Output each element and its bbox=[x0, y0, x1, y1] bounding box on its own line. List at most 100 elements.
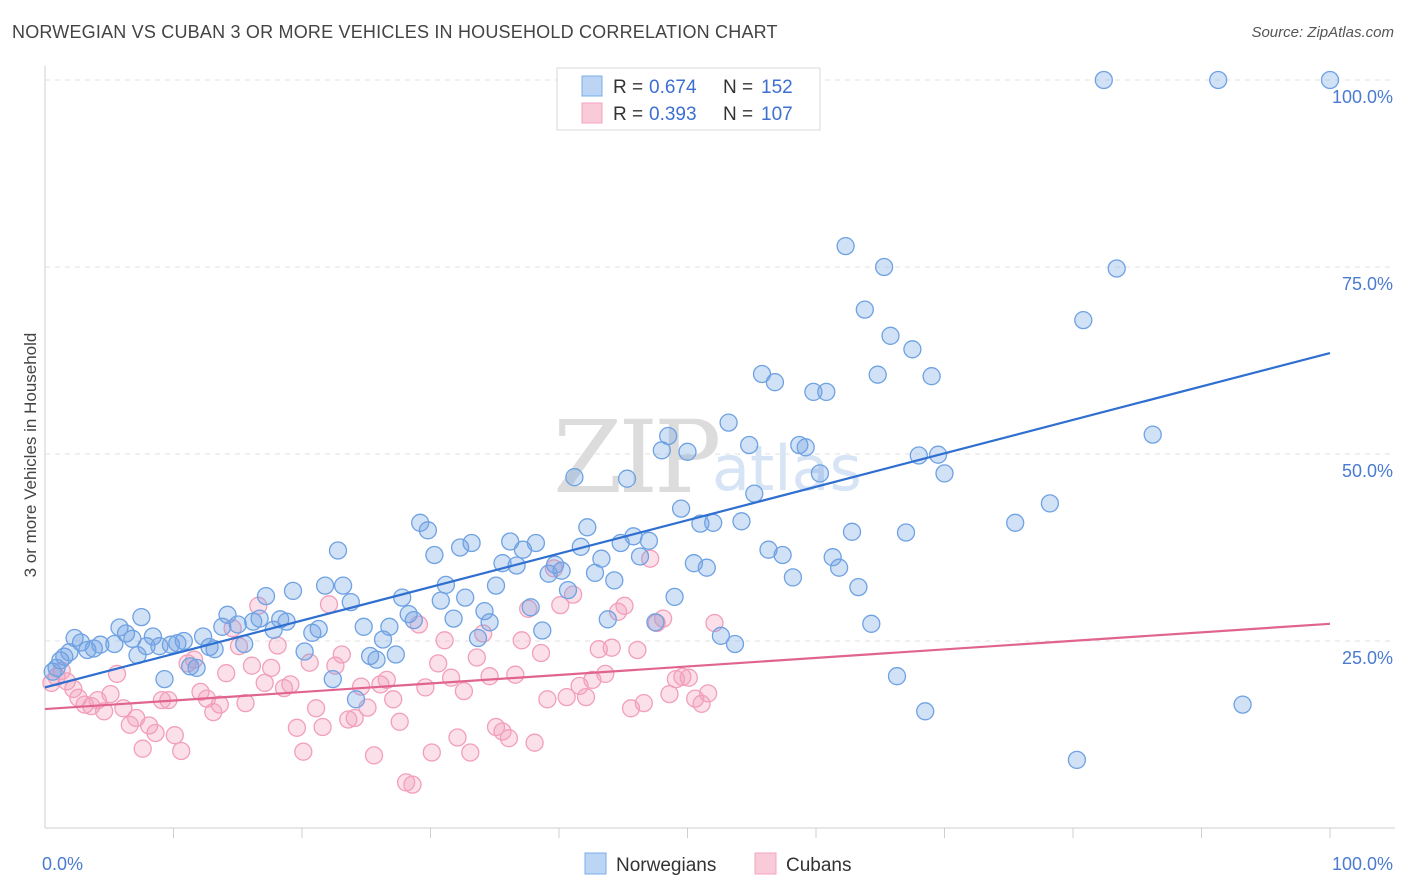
norwegians-point-145 bbox=[1233, 695, 1252, 714]
cubans-point-53 bbox=[377, 670, 396, 690]
cubans-point-40 bbox=[294, 742, 313, 761]
legend-n-label: N = bbox=[723, 77, 753, 98]
cubans-point-48 bbox=[345, 708, 364, 728]
norwegians-point-118 bbox=[817, 382, 836, 402]
norwegians-point-64 bbox=[456, 588, 475, 607]
cubans-point-47 bbox=[339, 710, 358, 729]
norwegians-point-69 bbox=[486, 576, 506, 595]
norwegians-point-130 bbox=[896, 523, 916, 542]
norwegians-point-144 bbox=[1209, 70, 1228, 90]
norwegians-point-119 bbox=[823, 548, 842, 567]
y-tick-label-0: 25.0% bbox=[1342, 648, 1393, 668]
norwegians-point-57 bbox=[411, 513, 430, 532]
norwegians-point-108 bbox=[745, 484, 764, 503]
trend-lines bbox=[44, 351, 1331, 711]
cubans-point-93 bbox=[634, 693, 653, 713]
norwegians-point-76 bbox=[533, 621, 552, 640]
cubans-point-51 bbox=[364, 746, 384, 765]
norwegians-point-16 bbox=[137, 637, 156, 656]
norwegians-point-87 bbox=[605, 571, 624, 590]
cubans-point-41 bbox=[300, 653, 319, 672]
norwegians-point-133 bbox=[916, 702, 935, 721]
cubans-point-88 bbox=[602, 638, 621, 657]
norwegians-point-106 bbox=[732, 512, 751, 531]
norwegians-point-110 bbox=[759, 540, 778, 559]
norwegians-point-24 bbox=[187, 658, 206, 678]
norwegians-point-4 bbox=[60, 643, 79, 662]
norwegians-point-141 bbox=[1094, 70, 1113, 90]
watermark: ZIP atlas bbox=[553, 399, 862, 516]
norwegians-point-105 bbox=[725, 634, 745, 654]
cubans-point-9 bbox=[94, 702, 114, 721]
cubans-point-103 bbox=[698, 684, 718, 703]
norwegians-point-127 bbox=[874, 257, 894, 277]
cubans-point-32 bbox=[242, 656, 262, 675]
norwegians-point-109 bbox=[752, 364, 772, 384]
cubans-point-90 bbox=[615, 596, 634, 615]
cubans-point-46 bbox=[332, 645, 351, 664]
cubans-point-63 bbox=[441, 668, 461, 687]
norwegians-point-131 bbox=[903, 340, 922, 359]
cubans-point-39 bbox=[287, 718, 307, 737]
norwegians-point-30 bbox=[228, 615, 247, 634]
norwegians-point-121 bbox=[836, 236, 855, 256]
cubans-point-99 bbox=[673, 667, 692, 687]
norwegians-point-33 bbox=[250, 609, 269, 628]
axes bbox=[44, 66, 1395, 838]
norwegians-point-81 bbox=[565, 468, 584, 487]
cubans-point-21 bbox=[172, 741, 191, 761]
norwegians-point-112 bbox=[773, 545, 792, 565]
norwegians-point-19 bbox=[155, 669, 174, 689]
legend-swatch-cubans bbox=[581, 102, 603, 124]
norwegians-point-58 bbox=[418, 521, 438, 540]
gridlines bbox=[45, 79, 1395, 642]
norwegians-point-80 bbox=[558, 580, 578, 600]
norwegians-point-50 bbox=[367, 650, 386, 669]
norwegians-point-62 bbox=[444, 609, 463, 628]
cubans-point-76 bbox=[525, 733, 544, 752]
cubans-point-35 bbox=[262, 658, 281, 678]
watermark-atlas: atlas bbox=[712, 432, 862, 505]
legend-r-label: R = bbox=[613, 104, 643, 125]
norwegians-point-134 bbox=[922, 367, 941, 386]
norwegians-point-115 bbox=[796, 438, 815, 457]
norwegians-point-122 bbox=[842, 522, 862, 541]
norwegians-point-95 bbox=[659, 426, 678, 446]
legend-r-value: 0.674 bbox=[649, 77, 697, 98]
norwegians-point-123 bbox=[849, 577, 868, 597]
norwegians-point-138 bbox=[1040, 494, 1060, 513]
norwegians-point-65 bbox=[462, 533, 481, 553]
norwegians-point-9 bbox=[91, 635, 110, 654]
stats-legend: R = 0.674 N = 152 R = 0.393 N = 107 bbox=[556, 67, 821, 131]
cubans-point-42 bbox=[306, 699, 326, 718]
norwegians-point-98 bbox=[678, 442, 697, 461]
cubans-trend-line bbox=[44, 622, 1331, 711]
cubans-point-24 bbox=[191, 682, 210, 702]
cubans-point-34 bbox=[255, 673, 274, 693]
norwegians-point-48 bbox=[354, 617, 373, 636]
norwegians-point-25 bbox=[193, 627, 213, 646]
norwegians-point-42 bbox=[315, 576, 335, 595]
legend-item-norwegians-swatch bbox=[584, 852, 607, 875]
cubans-point-73 bbox=[506, 665, 525, 684]
legend-n-value: 107 bbox=[761, 104, 793, 125]
cubans-point-74 bbox=[512, 631, 531, 650]
norwegians-point-52 bbox=[380, 617, 399, 636]
norwegians-point-38 bbox=[283, 581, 303, 601]
norwegians-point-17 bbox=[143, 627, 163, 646]
cubans-point-61 bbox=[429, 654, 448, 673]
norwegians-point-124 bbox=[855, 300, 874, 319]
norwegians-point-101 bbox=[697, 558, 716, 577]
cubans-point-64 bbox=[448, 728, 467, 747]
cubans-point-69 bbox=[480, 667, 499, 686]
norwegians-point-22 bbox=[174, 631, 193, 651]
cubans-point-55 bbox=[390, 712, 409, 731]
norwegians-point-86 bbox=[598, 610, 617, 629]
series-legend: Norwegians Cubans bbox=[584, 852, 852, 876]
norwegians-point-44 bbox=[328, 541, 348, 560]
cubans-point-67 bbox=[467, 648, 486, 667]
norwegians-point-139 bbox=[1067, 750, 1087, 770]
cubans-point-72 bbox=[499, 729, 519, 748]
y-tick-labels: 25.0% 50.0% 75.0% 100.0% bbox=[1332, 87, 1393, 668]
